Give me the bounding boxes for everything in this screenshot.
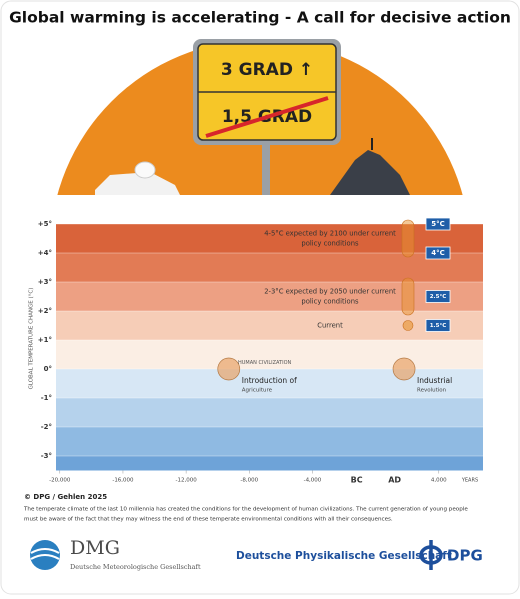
ice [95,172,180,195]
y-tick-label: +3° [38,278,52,286]
pole [262,140,270,195]
y-tick-label: +4° [38,249,52,257]
title: Global warming is accelerating - A call … [9,9,511,27]
dmg-name: Deutsche Meteorologische Gesellschaft [70,563,201,571]
x-tick-label: -12,000 [176,478,198,484]
y-tick-label: -3° [41,452,52,460]
x-axis-label: YEARS [461,478,478,484]
marker-box [425,246,451,260]
event-subtitle: Revolution [417,388,447,394]
marker-box [425,217,451,231]
y-tick-label: -2° [41,423,52,431]
caption-line: must be aware of the fact that they may … [24,517,393,523]
temperature-band [56,282,483,311]
temperature-band [56,311,483,340]
y-tick-label: -1° [41,394,52,402]
x-tick-label: -4,000 [304,478,322,484]
sign-top: 3 GRAD ↑ [221,60,313,80]
temperature-band [56,456,483,471]
y-tick-label: +1° [38,336,52,344]
marker-box [425,319,451,332]
caption-line: The temperate climate of the last 10 mil… [23,507,468,513]
marker-label: 5°C [431,220,445,228]
event-marker [392,357,416,381]
era-label: BC [351,476,363,485]
bear [134,161,156,179]
marker-label: 2.5°C [430,294,447,300]
x-tick-label: -16,000 [112,478,134,484]
x-tick-label: 4,000 [431,478,447,484]
event-title: Introduction of [242,376,297,385]
projection-text: 4-5°C expected by 2100 under current [264,230,396,238]
y-axis-label: GLOBAL TEMPERATURE CHANGE (°C) [29,288,35,390]
projection-text: policy conditions [301,240,359,248]
y-tick-label: 0° [44,365,52,373]
event-subtitle: Agriculture [242,388,273,394]
temperature-band [56,427,483,456]
temperature-band [56,253,483,282]
y-tick-label: +2° [38,307,52,315]
temperature-band [56,398,483,427]
x-tick-label: -8,000 [240,478,258,484]
y-tick-label: +5° [38,220,52,228]
projection-text: Current [317,322,343,330]
dmg-waves [30,548,60,560]
marker-box [425,290,451,303]
dpg-name: Deutsche Physikalische Gesellschaft [236,550,452,562]
projection-range [401,219,415,258]
projection-text: policy conditions [301,298,359,306]
projection-text: 2-3°C expected by 2050 under current [264,288,396,296]
rock [330,150,410,195]
credit: © DPG / Gehlen 2025 [24,493,107,501]
projection-range [401,277,415,316]
band-label: HUMAN CIVILIZATION [238,360,292,366]
era-label: AD [388,476,401,485]
marker-label: 4°C [431,249,445,257]
projection-marker [402,320,414,331]
strike [205,96,329,138]
chart: -3° -2° -1° 0° +1° +2° +3° +4° +5° GLOBAL TEMPERA… [29,217,483,485]
x-tick-label: -20,000 [49,478,71,484]
temperature-band [56,224,483,253]
event-marker [217,357,241,381]
marker-label: 1.5°C [430,323,447,329]
dpg: DPG [447,547,483,565]
event-title: Industrial [417,376,452,385]
dmg: DMG [70,537,120,559]
